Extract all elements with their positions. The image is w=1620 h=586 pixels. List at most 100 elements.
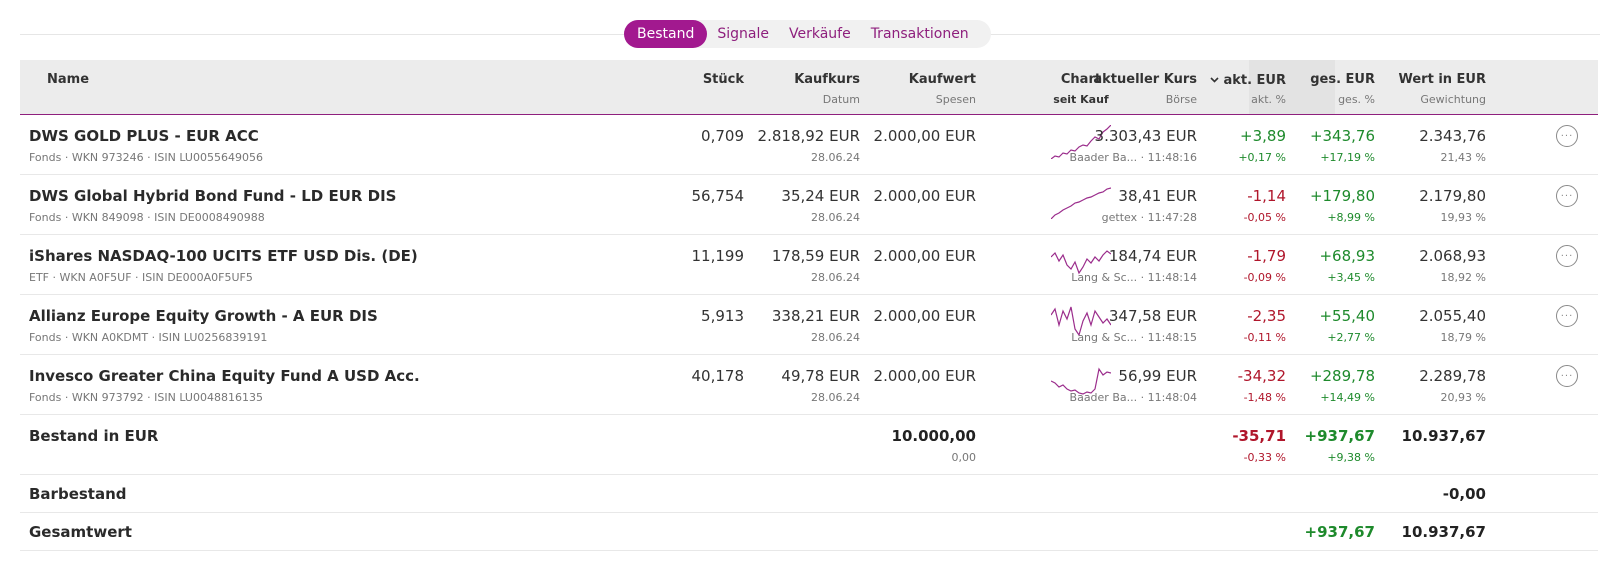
position-buy-value: 2.000,00 EUR	[873, 127, 976, 145]
sparkline-path	[1051, 125, 1111, 159]
position-info: Fonds · WKN 849098 · ISIN DE0008490988	[29, 211, 265, 224]
summary-total-pct: +9,38 %	[1327, 451, 1375, 464]
position-qty: 11,199	[691, 247, 745, 265]
position-name[interactable]: DWS Global Hybrid Bond Fund - LD EUR DIS	[29, 187, 397, 205]
position-day-eur: -34,32	[1237, 367, 1286, 385]
position-buy-price: 2.818,92 EUR	[757, 127, 860, 145]
position-name[interactable]: iShares NASDAQ-100 UCITS ETF USD Dis. (D…	[29, 247, 418, 265]
position-total-eur: +55,40	[1319, 307, 1375, 325]
position-name[interactable]: Invesco Greater China Equity Fund A USD …	[29, 367, 420, 385]
sparkline-chart[interactable]	[1051, 305, 1111, 339]
col-qty[interactable]: Stück	[702, 72, 744, 87]
sparkline-path	[1051, 306, 1111, 337]
position-total-pct: +14,49 %	[1320, 391, 1375, 404]
chevron-down-icon	[1210, 72, 1220, 87]
sparkline-chart[interactable]	[1051, 125, 1111, 159]
position-weight: 19,93 %	[1440, 211, 1486, 224]
summary-fees: 0,00	[951, 451, 977, 464]
position-buy-price: 49,78 EUR	[781, 367, 860, 385]
portfolio-table: Name Stück Kaufkurs Datum Kaufwert Spese…	[20, 60, 1598, 551]
sparkline-chart[interactable]	[1051, 365, 1111, 399]
position-name[interactable]: Allianz Europe Equity Growth - A EUR DIS	[29, 307, 378, 325]
more-options-icon[interactable]: ···	[1556, 125, 1578, 147]
col-buy-price[interactable]: Kaufkurs	[794, 72, 860, 87]
position-exchange: Lang & Sc... · 11:48:14	[1071, 271, 1197, 284]
table-header: Name Stück Kaufkurs Datum Kaufwert Spese…	[20, 60, 1598, 115]
col-day-pct[interactable]: akt. %	[1251, 93, 1286, 106]
summary-day-eur: -35,71	[1232, 427, 1286, 445]
col-buy-date[interactable]: Datum	[822, 93, 860, 106]
position-exchange: Baader Ba... · 11:48:04	[1069, 391, 1197, 404]
col-name[interactable]: Name	[47, 72, 90, 87]
sparkline-path	[1051, 250, 1111, 275]
position-total-pct: +3,45 %	[1327, 271, 1375, 284]
col-chart: Chart	[1060, 72, 1102, 87]
col-value[interactable]: Wert in EUR	[1398, 72, 1486, 87]
tab-bestand[interactable]: Bestand	[624, 20, 708, 48]
position-info: Fonds · WKN 973246 · ISIN LU0055649056	[29, 151, 263, 164]
position-current-price: 184,74 EUR	[1108, 247, 1197, 265]
position-buy-value: 2.000,00 EUR	[873, 247, 976, 265]
position-day-pct: -0,05 %	[1243, 211, 1286, 224]
col-day-change[interactable]: akt. EUR	[1210, 72, 1286, 88]
tab-verkaeufe[interactable]: Verkäufe	[788, 26, 851, 42]
position-buy-date: 28.06.24	[811, 331, 860, 344]
position-value: 2.343,76	[1419, 127, 1486, 145]
total-value: 10.937,67	[1401, 523, 1486, 541]
position-day-eur: +3,89	[1240, 127, 1286, 145]
total-row: Gesamtwert +937,67 10.937,67	[20, 513, 1598, 551]
position-exchange: Lang & Sc... · 11:48:15	[1071, 331, 1197, 344]
position-buy-date: 28.06.24	[811, 211, 860, 224]
col-weight[interactable]: Gewichtung	[1420, 93, 1486, 106]
col-buy-value[interactable]: Kaufwert	[908, 72, 976, 87]
position-current-price: 3.303,43 EUR	[1094, 127, 1197, 145]
sparkline-path	[1051, 367, 1111, 395]
col-fees[interactable]: Spesen	[935, 93, 976, 106]
table-row[interactable]: Invesco Greater China Equity Fund A USD …	[20, 355, 1598, 415]
col-exchange[interactable]: Börse	[1165, 93, 1197, 106]
position-day-pct: -0,11 %	[1243, 331, 1286, 344]
position-weight: 20,93 %	[1440, 391, 1486, 404]
position-weight: 18,79 %	[1440, 331, 1486, 344]
more-options-icon[interactable]: ···	[1556, 245, 1578, 267]
position-buy-price: 35,24 EUR	[781, 187, 860, 205]
col-total-change[interactable]: ges. EUR	[1310, 72, 1375, 87]
position-buy-price: 338,21 EUR	[771, 307, 860, 325]
total-label: Gesamtwert	[29, 523, 132, 541]
table-row[interactable]: iShares NASDAQ-100 UCITS ETF USD Dis. (D…	[20, 235, 1598, 295]
position-qty: 5,913	[701, 307, 744, 325]
position-buy-date: 28.06.24	[811, 271, 860, 284]
position-buy-date: 28.06.24	[811, 391, 860, 404]
summary-day-pct: -0,33 %	[1243, 451, 1286, 464]
tab-transaktionen[interactable]: Transaktionen	[870, 26, 969, 42]
position-current-price: 38,41 EUR	[1118, 187, 1197, 205]
position-info: ETF · WKN A0F5UF · ISIN DE000A0F5UF5	[29, 271, 253, 284]
position-total-pct: +17,19 %	[1320, 151, 1375, 164]
position-total-eur: +68,93	[1319, 247, 1375, 265]
col-chart-sub: seit Kauf	[1053, 93, 1109, 106]
col-current-price[interactable]: aktueller Kurs	[1093, 72, 1197, 87]
position-qty: 0,709	[701, 127, 744, 145]
more-options-icon[interactable]: ···	[1556, 365, 1578, 387]
position-name[interactable]: DWS GOLD PLUS - EUR ACC	[29, 127, 259, 145]
table-row[interactable]: DWS Global Hybrid Bond Fund - LD EUR DIS…	[20, 175, 1598, 235]
position-current-price: 347,58 EUR	[1108, 307, 1197, 325]
position-qty: 56,754	[691, 187, 745, 205]
summary-total-eur: +937,67	[1304, 427, 1375, 445]
tab-signale[interactable]: Signale	[717, 26, 769, 42]
position-day-eur: -1,79	[1247, 247, 1286, 265]
sparkline-chart[interactable]	[1051, 245, 1111, 279]
table-row[interactable]: DWS GOLD PLUS - EUR ACC Fonds · WKN 97324…	[20, 115, 1598, 175]
col-total-pct[interactable]: ges. %	[1338, 93, 1375, 106]
more-options-icon[interactable]: ···	[1556, 305, 1578, 327]
more-options-icon[interactable]: ···	[1556, 185, 1578, 207]
sparkline-path	[1051, 187, 1111, 219]
position-total-pct: +8,99 %	[1327, 211, 1375, 224]
sparkline-chart[interactable]	[1051, 185, 1111, 219]
summary-buy-value: 10.000,00	[891, 427, 976, 445]
position-weight: 18,92 %	[1440, 271, 1486, 284]
position-weight: 21,43 %	[1440, 151, 1486, 164]
table-row[interactable]: Allianz Europe Equity Growth - A EUR DIS…	[20, 295, 1598, 355]
position-day-pct: -0,09 %	[1243, 271, 1286, 284]
position-day-eur: -2,35	[1247, 307, 1286, 325]
